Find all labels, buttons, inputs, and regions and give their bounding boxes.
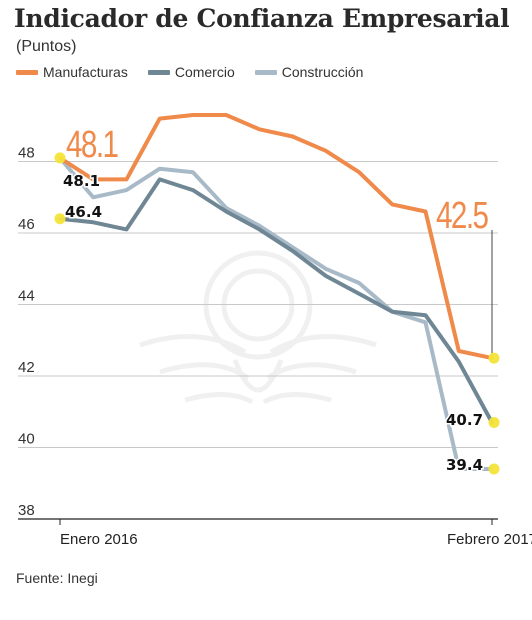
annotation-label-1: 42.5 xyxy=(436,195,488,237)
y-tick-label-48: 48 xyxy=(18,145,35,162)
y-tick-label-40: 40 xyxy=(18,431,35,448)
highlight-marker-0 xyxy=(54,152,66,164)
source-note: Fuente: Inegi xyxy=(16,570,98,586)
annotation-label-0: 48.1 xyxy=(66,124,118,166)
series-line-comercio xyxy=(58,177,494,425)
legend-label-comercio: Comercio xyxy=(174,64,235,80)
highlight-marker-3 xyxy=(488,416,500,428)
x-tick-label-1: Febrero 2017 xyxy=(447,531,532,548)
y-tick-label-42: 42 xyxy=(18,359,35,376)
chart-title: Indicador de Confianza Empresarial xyxy=(14,4,510,33)
highlight-marker-2 xyxy=(488,352,500,364)
series-line-construcción xyxy=(58,155,494,471)
annotation-label-5: 39.4 xyxy=(446,456,483,474)
chart-subtitle: (Puntos) xyxy=(16,38,77,55)
legend-item-manufacturas: Manufacturas xyxy=(16,64,128,80)
legend-swatch-comercio xyxy=(147,69,170,75)
legend-swatch-construccion xyxy=(254,69,277,75)
annotation-label-2: 48.1 xyxy=(63,172,100,190)
annotation-label-4: 40.7 xyxy=(446,411,483,429)
legend-swatch-manufacturas xyxy=(16,69,38,75)
y-tick-label-46: 46 xyxy=(18,216,35,233)
legend-item-comercio: Comercio xyxy=(147,64,235,80)
legend-item-construccion: Construcción xyxy=(254,64,364,80)
series-line-manufacturas xyxy=(58,113,494,361)
legend-label-manufacturas: Manufacturas xyxy=(43,64,128,80)
x-tick-label-0: Enero 2016 xyxy=(60,531,138,548)
legend-label-construccion: Construcción xyxy=(281,64,364,80)
highlight-marker-1 xyxy=(54,213,66,225)
y-tick-label-44: 44 xyxy=(18,288,35,305)
y-tick-label-38: 38 xyxy=(18,502,35,519)
highlight-marker-4 xyxy=(488,463,500,475)
annotation-label-3: 46.4 xyxy=(65,203,102,221)
chart-legend: Manufacturas Comercio Construcción xyxy=(16,64,383,80)
